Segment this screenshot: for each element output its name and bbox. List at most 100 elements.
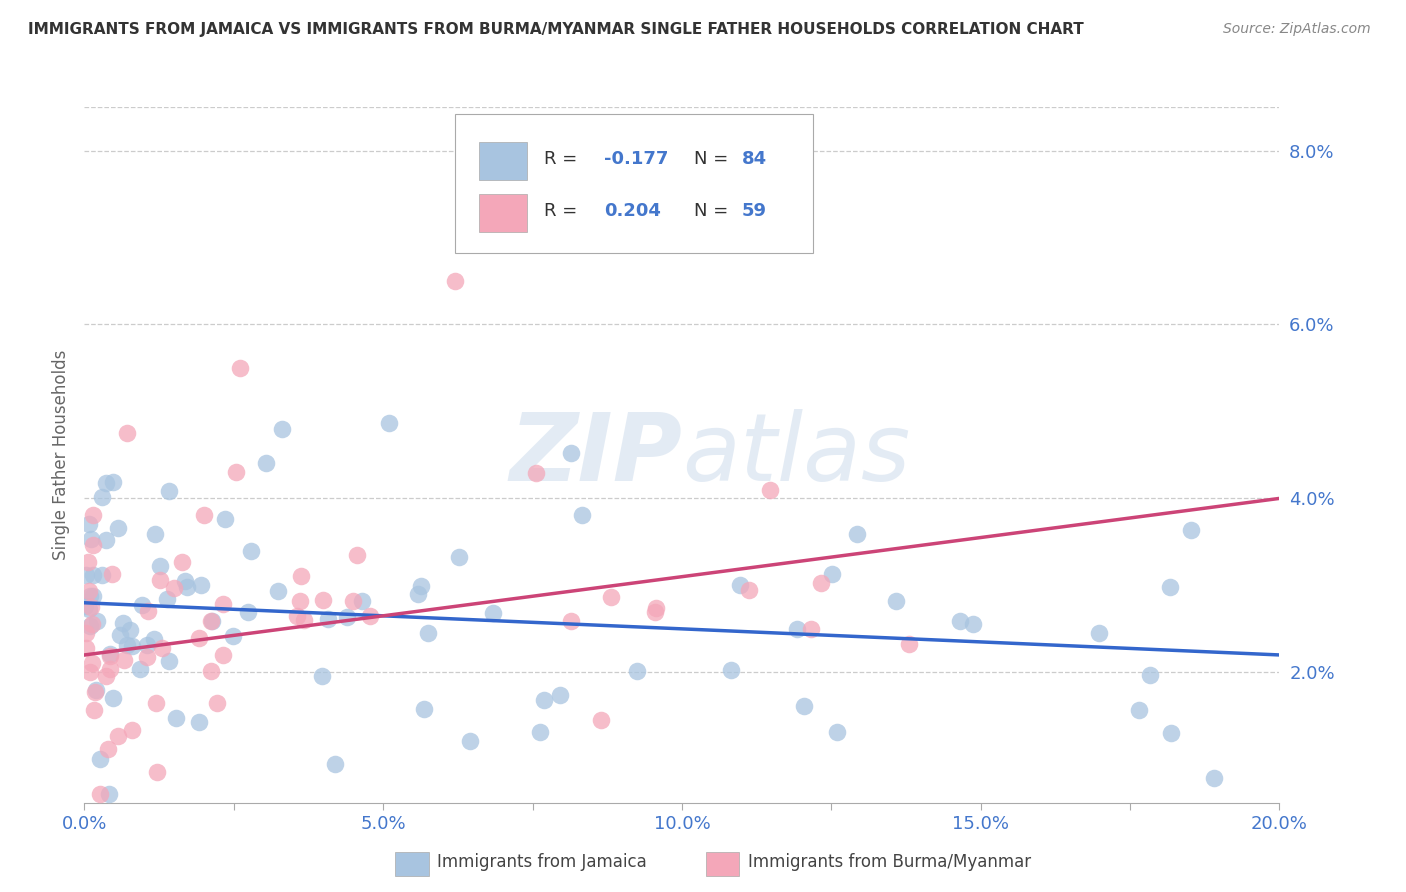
Text: Source: ZipAtlas.com: Source: ZipAtlas.com (1223, 22, 1371, 37)
Point (236, 605, 259, 619)
Point (1159, 580, 1181, 594)
Point (207, 696, 229, 710)
Point (107, 521, 129, 535)
Point (411, 579, 433, 593)
Point (80, 617, 103, 632)
Point (1180, 523, 1202, 537)
Point (98, 648, 121, 662)
Point (157, 483, 180, 498)
Point (121, 640, 143, 654)
Point (172, 555, 194, 569)
Point (962, 616, 984, 631)
FancyBboxPatch shape (479, 142, 527, 180)
Point (342, 594, 364, 608)
Point (75, 640, 97, 655)
Point (1139, 667, 1161, 681)
Point (285, 608, 308, 623)
Point (118, 624, 141, 638)
Point (84, 682, 107, 697)
Point (115, 425, 138, 440)
Point (96, 533, 118, 548)
Point (200, 614, 222, 628)
Point (91, 568, 114, 582)
Point (533, 693, 555, 707)
Point (82, 568, 104, 582)
Point (80, 532, 103, 546)
Point (1202, 771, 1225, 785)
Point (129, 661, 152, 675)
Point (316, 612, 339, 626)
Point (444, 274, 467, 288)
Point (135, 649, 157, 664)
Point (352, 594, 374, 608)
Point (79, 583, 101, 598)
Point (165, 710, 187, 724)
Point (73, 599, 96, 613)
Point (336, 610, 359, 624)
Point (458, 734, 481, 748)
Point (91, 491, 114, 505)
Point (359, 608, 381, 623)
FancyBboxPatch shape (479, 194, 527, 232)
Point (626, 665, 648, 679)
Point (82, 589, 104, 603)
Text: 84: 84 (742, 150, 766, 169)
Point (560, 445, 582, 459)
Point (145, 696, 167, 710)
Point (82, 657, 104, 671)
Point (100, 567, 122, 582)
Point (187, 631, 209, 645)
Point (94, 669, 117, 683)
Point (83, 703, 105, 717)
Point (76, 555, 98, 569)
Point (292, 613, 315, 627)
Point (560, 614, 582, 628)
Point (225, 465, 247, 479)
Point (548, 688, 571, 702)
Text: -0.177: -0.177 (605, 150, 669, 169)
Point (212, 598, 235, 612)
Text: 59: 59 (742, 202, 766, 220)
Point (290, 568, 312, 582)
Point (142, 632, 165, 646)
Point (101, 690, 124, 705)
Point (267, 584, 290, 599)
Point (200, 664, 222, 678)
Point (529, 725, 551, 739)
Point (346, 548, 368, 562)
Text: ZIP: ZIP (509, 409, 682, 501)
Point (163, 581, 186, 595)
Point (75, 567, 97, 582)
Point (131, 598, 153, 612)
Point (482, 606, 505, 620)
Text: Immigrants from Jamaica: Immigrants from Jamaica (437, 853, 647, 871)
Point (108, 628, 131, 642)
Point (323, 756, 346, 771)
Point (311, 669, 333, 683)
Point (378, 417, 401, 431)
Point (821, 567, 844, 582)
Point (77, 601, 100, 615)
Point (79, 599, 101, 614)
Point (79, 619, 101, 633)
Text: IMMIGRANTS FROM JAMAICA VS IMMIGRANTS FROM BURMA/MYANMAR SINGLE FATHER HOUSEHOLD: IMMIGRANTS FROM JAMAICA VS IMMIGRANTS FR… (28, 22, 1084, 37)
Point (449, 550, 471, 565)
Point (589, 713, 612, 727)
Point (112, 653, 135, 667)
Point (188, 715, 211, 730)
Point (825, 725, 848, 739)
Text: N =: N = (695, 202, 734, 220)
Point (157, 654, 180, 668)
Point (728, 578, 751, 592)
Point (1160, 726, 1182, 740)
Point (524, 466, 547, 480)
Point (228, 360, 252, 375)
Point (214, 512, 236, 526)
Point (149, 573, 172, 587)
Point (136, 638, 159, 652)
Point (115, 638, 138, 652)
Point (413, 702, 436, 716)
Point (211, 648, 233, 662)
Text: Immigrants from Burma/Myanmar: Immigrants from Burma/Myanmar (748, 853, 1031, 871)
Point (82, 508, 104, 522)
